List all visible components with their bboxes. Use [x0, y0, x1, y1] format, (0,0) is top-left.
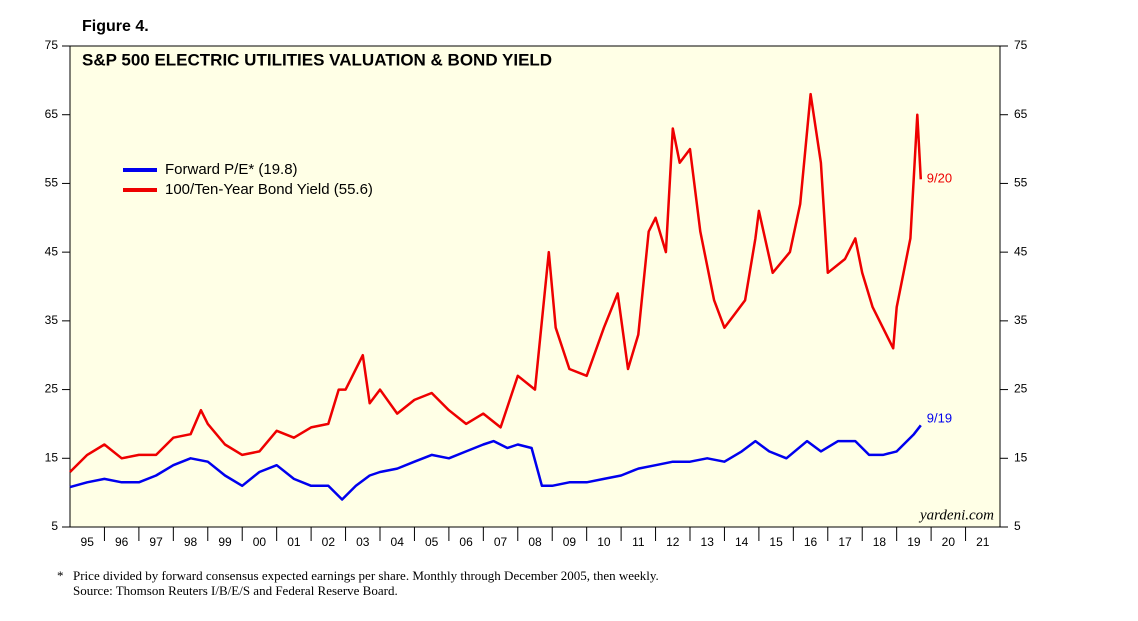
y-tick-label: 35 [45, 313, 59, 327]
y2-tick-label: 15 [1014, 450, 1028, 464]
series-line [69, 424, 922, 501]
y-tick-label: 5 [51, 519, 58, 533]
x-tick-label: 07 [494, 535, 508, 549]
y2-tick-label: 25 [1014, 382, 1028, 396]
x-tick-label: 96 [115, 535, 129, 549]
end-label: 9/20 [927, 171, 952, 186]
source-credit: yardeni.com [918, 507, 994, 523]
y-tick-label: 65 [45, 107, 59, 121]
x-tick-label: 05 [425, 535, 439, 549]
footnote-marker: * [57, 568, 64, 583]
figure-label: Figure 4. [82, 18, 149, 35]
footnote: Price divided by forward consensus expec… [73, 568, 659, 583]
x-tick-label: 03 [356, 535, 370, 549]
x-tick-label: 06 [459, 535, 473, 549]
y-tick-label: 55 [45, 176, 59, 190]
y-tick-label: 15 [45, 450, 59, 464]
plot-area [69, 45, 1001, 528]
x-tick-label: 17 [838, 535, 852, 549]
x-tick-label: 95 [81, 535, 95, 549]
x-tick-label: 09 [563, 535, 577, 549]
x-tick-label: 10 [597, 535, 611, 549]
y-tick-label: 25 [45, 382, 59, 396]
series-line [69, 92, 923, 473]
x-tick-label: 98 [184, 535, 198, 549]
y2-tick-label: 55 [1014, 176, 1028, 190]
x-tick-label: 13 [701, 535, 715, 549]
x-tick-label: 04 [391, 535, 405, 549]
chart-title: S&P 500 ELECTRIC UTILITIES VALUATION & B… [82, 50, 552, 69]
x-tick-label: 18 [873, 535, 887, 549]
x-tick-label: 14 [735, 535, 749, 549]
x-tick-label: 11 [632, 535, 645, 549]
legend-label: Forward P/E* (19.8) [165, 161, 298, 178]
y2-tick-label: 65 [1014, 107, 1028, 121]
y2-tick-label: 35 [1014, 313, 1028, 327]
legend-label: 100/Ten-Year Bond Yield (55.6) [165, 181, 373, 198]
y2-tick-label: 45 [1014, 244, 1028, 258]
x-tick-label: 19 [907, 535, 921, 549]
end-label: 9/19 [927, 411, 952, 426]
source: Source: Thomson Reuters I/B/E/S and Fede… [73, 583, 398, 598]
x-tick-label: 16 [804, 535, 818, 549]
x-tick-label: 01 [287, 535, 301, 549]
x-tick-label: 97 [149, 535, 163, 549]
x-tick-label: 02 [322, 535, 336, 549]
y-tick-label: 75 [45, 38, 59, 52]
x-tick-label: 15 [769, 535, 783, 549]
x-tick-label: 21 [976, 535, 990, 549]
y2-tick-label: 75 [1014, 38, 1028, 52]
y-tick-label: 45 [45, 244, 59, 258]
x-tick-label: 00 [253, 535, 267, 549]
y2-tick-label: 5 [1014, 519, 1021, 533]
x-tick-label: 20 [942, 535, 956, 549]
x-tick-label: 08 [528, 535, 542, 549]
x-tick-label: 99 [218, 535, 232, 549]
x-tick-label: 12 [666, 535, 680, 549]
